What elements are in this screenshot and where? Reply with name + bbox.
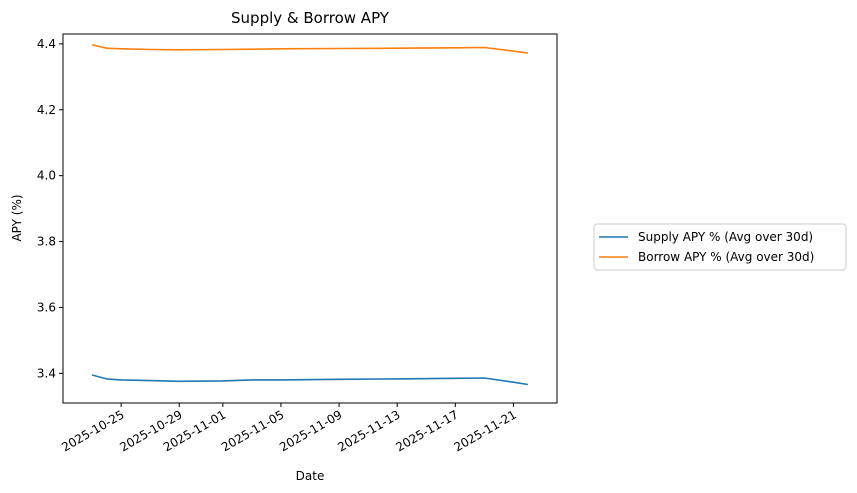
data-point bbox=[513, 381, 515, 383]
y-tick-label: 4.0 bbox=[37, 169, 56, 183]
data-point bbox=[178, 380, 180, 382]
legend-box bbox=[593, 223, 847, 271]
data-point bbox=[106, 378, 108, 380]
data-point bbox=[251, 379, 253, 381]
data-point bbox=[120, 48, 122, 50]
y-tick-label: 4.4 bbox=[37, 37, 56, 51]
data-point bbox=[338, 48, 340, 50]
data-point bbox=[222, 380, 224, 382]
y-tick-label: 4.2 bbox=[37, 103, 56, 117]
data-point bbox=[513, 50, 515, 52]
series-line-supply bbox=[91, 374, 529, 386]
data-point bbox=[149, 380, 151, 382]
legend-entry-label: Supply APY % (Avg over 30d) bbox=[638, 230, 813, 244]
data-point bbox=[484, 47, 486, 49]
data-point bbox=[120, 379, 122, 381]
data-point bbox=[484, 377, 486, 379]
x-axis-label: Date bbox=[296, 469, 325, 483]
y-axis: 3.4 3.6 3.8 4.0 4.2 4.4 bbox=[37, 37, 63, 380]
y-axis-label: APY (%) bbox=[10, 194, 24, 241]
chart-title: Supply & Borrow APY bbox=[231, 9, 390, 27]
data-point bbox=[251, 48, 253, 50]
data-point bbox=[396, 47, 398, 49]
y-tick-label: 3.8 bbox=[37, 235, 56, 249]
legend: Supply APY % (Avg over 30d) Borrow APY % … bbox=[593, 223, 847, 271]
legend-entry-label: Borrow APY % (Avg over 30d) bbox=[638, 250, 814, 264]
data-point bbox=[454, 47, 456, 49]
data-point bbox=[149, 49, 151, 51]
data-point bbox=[280, 379, 282, 381]
data-point bbox=[280, 48, 282, 50]
data-point bbox=[396, 378, 398, 380]
data-point bbox=[178, 49, 180, 51]
y-tick-label: 3.4 bbox=[37, 366, 56, 380]
series-line-borrow bbox=[91, 44, 529, 54]
y-tick-label: 3.6 bbox=[37, 300, 56, 314]
data-point bbox=[454, 377, 456, 379]
data-point bbox=[527, 384, 529, 386]
data-point bbox=[106, 47, 108, 49]
data-point bbox=[527, 52, 529, 54]
data-point bbox=[222, 49, 224, 51]
data-point bbox=[91, 44, 93, 46]
data-point bbox=[91, 374, 93, 376]
plot-area bbox=[62, 33, 558, 404]
data-point bbox=[338, 378, 340, 380]
plot-frame bbox=[62, 33, 558, 404]
series-layer bbox=[91, 44, 529, 386]
